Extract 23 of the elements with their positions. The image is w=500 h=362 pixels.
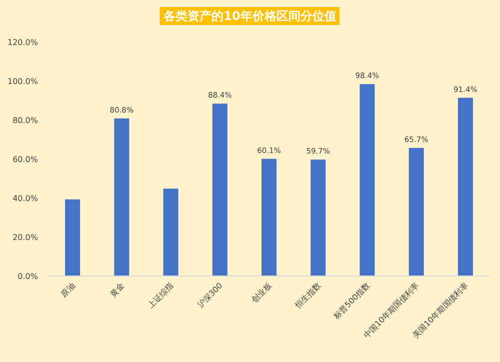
bar — [360, 84, 375, 276]
x-tick-label: 原油 — [59, 281, 77, 299]
x-tick-label: 恒生指数 — [292, 281, 323, 311]
y-tick-label: 40.0% — [12, 194, 38, 203]
y-tick-label: 0.0% — [18, 272, 38, 281]
bar — [163, 188, 178, 276]
y-tick-label: 120.0% — [7, 38, 38, 47]
bar — [408, 148, 424, 276]
x-tick-label: 上证综指 — [146, 281, 176, 310]
y-tick-label: 80.0% — [12, 116, 38, 125]
y-tick-label: 60.0% — [12, 155, 38, 164]
bar — [114, 118, 130, 276]
x-tick-label: 沪深300 — [196, 281, 224, 310]
bar — [458, 98, 473, 276]
y-tick-label: 20.0% — [12, 233, 38, 242]
y-tick-label: 100.0% — [7, 77, 38, 86]
chart-title: 各类资产的10年价格区间分位值 — [162, 9, 336, 23]
x-tick-label: 黄金 — [108, 281, 126, 299]
bar — [310, 160, 326, 276]
bar — [262, 158, 276, 276]
bar — [212, 104, 228, 276]
x-tick-label: 创业板 — [250, 281, 274, 304]
bar — [65, 199, 80, 276]
